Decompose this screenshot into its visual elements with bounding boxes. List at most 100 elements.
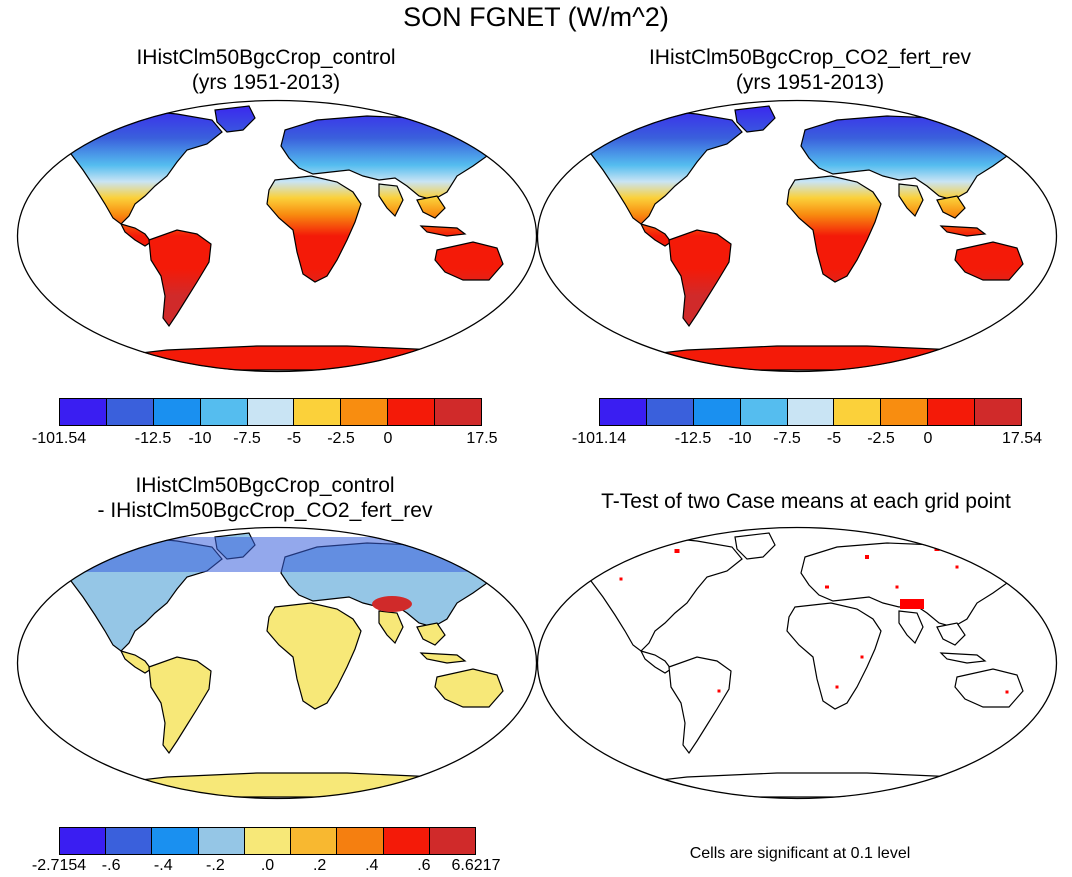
colorbar-swatch <box>975 399 1022 425</box>
colorbar-swatch <box>60 399 107 425</box>
landmass-centralAmerica <box>119 223 152 247</box>
significant-cell <box>865 555 869 559</box>
landmass-indonesia <box>419 652 467 664</box>
colorbar-swatch <box>383 828 430 854</box>
colorbar-labels-control: -101.54 -12.5 -10 -7.5 -5 -2.5 0 17.5 <box>32 430 498 450</box>
colorbar-tick-label: -2.5 <box>867 430 895 447</box>
colorbar-swatch <box>787 399 835 425</box>
colorbar-swatch <box>247 399 295 425</box>
panel-title-line2: (yrs 1951-2013) <box>735 71 885 94</box>
significant-cell <box>860 655 864 659</box>
landmass-southAmerica <box>668 656 732 755</box>
significant-cell <box>995 555 999 559</box>
colorbar-swatch <box>200 399 248 425</box>
landmass-seAsia <box>416 195 446 219</box>
colorbar-swatch <box>106 828 153 854</box>
map-ttest <box>536 526 1058 800</box>
colorbar-swatch <box>740 399 788 425</box>
landmass-africa <box>266 602 362 710</box>
landmass-australia <box>434 668 504 708</box>
colorbar-tick-label: -.6 <box>101 857 121 874</box>
colorbar-swatch <box>693 399 741 425</box>
panel-title-line2: (yrs 1951-2013) <box>191 71 341 94</box>
colorbar-tick-label: 17.54 <box>1001 430 1043 447</box>
landmass-southAmerica <box>148 229 212 328</box>
colorbar-tick-label: 0 <box>923 430 933 447</box>
map-boundary <box>16 99 538 373</box>
colorbar-swatch <box>152 828 199 854</box>
map-co2-fert-rev <box>536 99 1058 373</box>
landmass-australia <box>954 668 1024 708</box>
negative-anomaly-band <box>57 537 527 572</box>
panel-title-line1: IHistClm50BgcCrop_control <box>136 46 396 69</box>
landmass-northAmerica <box>580 536 743 652</box>
colorbar-tick-label: -10 <box>188 430 212 447</box>
map-boundary <box>16 526 538 800</box>
colorbar-tick-label: .0 <box>260 857 275 874</box>
landmass-southAmerica <box>668 229 732 328</box>
positive-anomaly-tibet <box>372 596 412 612</box>
landmass-indonesia <box>419 225 467 237</box>
colorbar-swatch <box>600 399 647 425</box>
colorbar-labels-difference: -2.7154 -.6 -.4 -.2 .0 .2 .4 .6 6.6217 <box>32 857 501 877</box>
figure-title: SON FGNET (W/m^2) <box>403 2 669 32</box>
landmass-northAmerica <box>580 109 743 225</box>
colorbar-tick-label: -.2 <box>206 857 225 874</box>
colorbar-tick-label: -12.5 <box>134 430 172 447</box>
significant-cell <box>835 685 839 689</box>
colorbar-swatch <box>60 828 107 854</box>
colorbar-tick-label: -2.7154 <box>31 857 87 874</box>
colorbar-tick-label: .2 <box>312 857 327 874</box>
panel-title-line1: IHistClm50BgcCrop_control <box>135 474 395 497</box>
landmass-seAsia <box>416 622 446 646</box>
landmass-greenland <box>214 105 256 133</box>
map-boundary <box>536 526 1058 800</box>
colorbar-swatch <box>294 399 342 425</box>
colorbar-tick-label: -5 <box>826 430 842 447</box>
landmass-northAmerica <box>60 109 223 225</box>
landmass-australia <box>434 241 504 281</box>
significant-cell <box>900 599 924 609</box>
significant-cell <box>825 585 829 589</box>
colorbar-tick-label: -10 <box>728 430 752 447</box>
colorbar-tick-label: -7.5 <box>773 430 801 447</box>
significant-cell <box>674 549 680 553</box>
landmass-centralAmerica <box>639 223 672 247</box>
landmass-australia <box>954 241 1024 281</box>
significant-cell <box>619 577 623 581</box>
colorbar-difference <box>59 827 476 855</box>
landmass-india <box>898 183 924 218</box>
landmass-antarctica <box>95 772 499 798</box>
colorbar-swatch <box>429 828 475 854</box>
landmass-greenland <box>734 105 776 133</box>
colorbar-tick-label: -12.5 <box>674 430 712 447</box>
colorbar-tick-label: -5 <box>286 430 302 447</box>
colorbar-swatch <box>198 828 245 854</box>
colorbar-co2-fert-rev <box>599 398 1022 426</box>
significant-cell <box>1005 690 1009 694</box>
landmass-seAsia <box>936 195 966 219</box>
landmass-centralAmerica <box>639 650 672 674</box>
panel-title-line1: T-Test of two Case means at each grid po… <box>601 490 1011 513</box>
colorbar-swatch <box>291 828 338 854</box>
landmass-africa <box>266 175 362 283</box>
panel-title-line1: IHistClm50BgcCrop_CO2_fert_rev <box>648 46 972 69</box>
significant-cell <box>717 689 721 693</box>
landmass-indonesia <box>939 652 987 664</box>
colorbar-tick-label: .4 <box>365 857 379 874</box>
colorbar-swatch <box>435 399 482 425</box>
colorbar-tick-label: 0 <box>383 430 393 447</box>
panel-title-ttest: T-Test of two Case means at each grid po… <box>556 489 1056 514</box>
colorbar-swatch <box>388 399 436 425</box>
significant-cell <box>895 585 899 589</box>
landmass-india <box>378 610 404 645</box>
colorbar-control <box>59 398 482 426</box>
landmass-southAmerica <box>148 656 212 755</box>
landmass-india <box>898 610 924 645</box>
colorbar-labels-co2: -101.14 -12.5 -10 -7.5 -5 -2.5 0 17.54 <box>572 430 1042 450</box>
landmass-centralAmerica <box>119 650 152 674</box>
colorbar-swatch <box>244 828 292 854</box>
landmass-indonesia <box>939 225 987 237</box>
colorbar-tick-label: .6 <box>417 857 431 874</box>
colorbar-tick-label: -101.14 <box>571 430 627 447</box>
